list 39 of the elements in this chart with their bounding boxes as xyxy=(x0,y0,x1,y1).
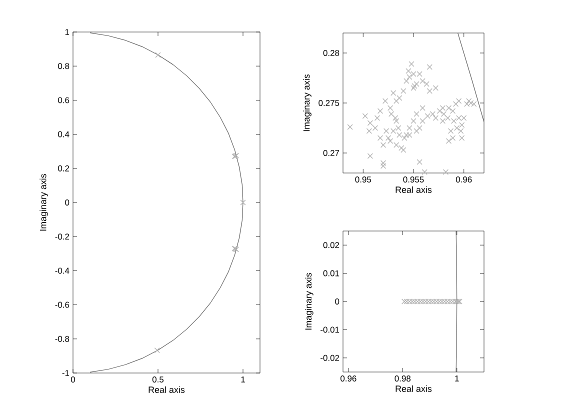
y-tick-label: -0.2 xyxy=(55,234,70,240)
y-tick-label: -0.4 xyxy=(55,268,70,274)
y-tick-label: 0.6 xyxy=(58,97,70,104)
y-axis-title: Imaginary axis xyxy=(40,174,48,231)
y-tick-label: 0 xyxy=(65,200,70,206)
y-tick-label: 0.4 xyxy=(58,131,70,138)
x-tick-label: 0.955 xyxy=(403,176,424,183)
y-axis-title: Imaginary axis xyxy=(303,74,312,132)
y-tick-label: -0.02 xyxy=(320,354,340,361)
line-series xyxy=(90,32,244,372)
y-tick-label: 0.28 xyxy=(323,50,340,56)
x-tick-label: 0.5 xyxy=(152,376,164,383)
x-tick-label: 1 xyxy=(455,376,459,382)
x-axis-title: Real axis xyxy=(396,186,432,193)
y-tick-label: 0.01 xyxy=(323,270,340,276)
y-tick-label: -0.8 xyxy=(55,336,70,342)
y-tick-label: 0 xyxy=(335,298,340,304)
y-tick-label: 0.275 xyxy=(318,100,340,106)
x-tick-label: 0 xyxy=(70,376,76,383)
x-tick-label: 0.95 xyxy=(355,176,372,183)
x-tick-label: 1 xyxy=(241,376,245,382)
y-tick-label: 0.02 xyxy=(323,242,340,248)
y-axis-title: Imaginary axis xyxy=(304,272,314,330)
y-tick-label: 0.8 xyxy=(58,63,70,70)
x-tick-label: 0.96 xyxy=(456,176,472,183)
x-axis-title: Real axis xyxy=(396,385,432,392)
y-tick-label: 1 xyxy=(65,29,70,35)
point xyxy=(155,52,161,58)
y-tick-label: -0.6 xyxy=(55,302,70,308)
x-tick-label: 0.96 xyxy=(340,376,356,382)
point xyxy=(240,200,246,206)
y-tick-label: 0.2 xyxy=(58,165,70,172)
x-tick-label: 0.98 xyxy=(394,376,411,382)
y-tick-label: -0.01 xyxy=(320,326,340,333)
y-tick-label: -1 xyxy=(62,370,70,376)
line-series xyxy=(456,231,458,372)
x-axis-title: Real axis xyxy=(148,386,185,393)
point xyxy=(154,348,160,354)
y-tick-label: 0.27 xyxy=(323,150,340,156)
